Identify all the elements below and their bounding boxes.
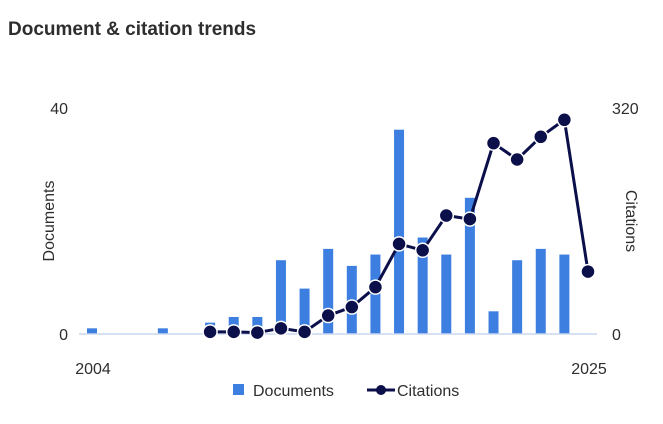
- documents-bar-2020: [464, 197, 475, 334]
- legend-documents-swatch: [233, 384, 244, 395]
- citations-point-2019[interactable]: [438, 207, 455, 224]
- documents-bar-2021: [488, 311, 499, 334]
- documents-bar-2012: [275, 260, 286, 334]
- citations-point-2016[interactable]: [367, 279, 384, 295]
- legend: Documents Citations: [233, 383, 459, 400]
- y-axis-right-label: Citations: [622, 190, 639, 252]
- documents-bar-2018: [417, 237, 428, 334]
- y-axis-right-tick-min: 0: [612, 327, 621, 344]
- citations-point-2010[interactable]: [225, 324, 242, 340]
- citations-point-2020[interactable]: [462, 211, 478, 227]
- documents-bar-2013: [299, 288, 310, 334]
- citations-point-2023[interactable]: [533, 129, 549, 145]
- chart-title: Document & citation trends: [8, 19, 257, 40]
- documents-bar-2019: [441, 254, 452, 334]
- documents-bar-2023: [535, 248, 546, 334]
- citations-point-2022[interactable]: [509, 151, 525, 168]
- citations-point-2017[interactable]: [391, 236, 407, 252]
- documents-bar-2022: [512, 260, 523, 334]
- citations-point-2015[interactable]: [344, 299, 360, 315]
- y-axis-left-tick-max: 40: [50, 101, 68, 118]
- documents-bar-2024: [559, 254, 570, 334]
- documents-bars: [87, 129, 570, 334]
- citations-point-2013[interactable]: [296, 324, 313, 340]
- documents-bar-2004: [87, 328, 97, 334]
- citations-point-2011[interactable]: [249, 324, 266, 341]
- citations-point-2009[interactable]: [202, 324, 218, 340]
- citations-line-series: [202, 112, 596, 341]
- citations-point-2021[interactable]: [485, 135, 502, 151]
- legend-citations-swatch-marker: [376, 385, 386, 395]
- citations-point-2012[interactable]: [273, 320, 289, 337]
- documents-bar-2017: [394, 129, 405, 334]
- citations-point-2018[interactable]: [414, 242, 431, 259]
- x-axis-tick-start: 2004: [75, 361, 111, 378]
- citations-point-2024[interactable]: [556, 112, 573, 128]
- y-axis-right-tick-max: 320: [612, 101, 639, 118]
- legend-documents-label: Documents: [253, 383, 334, 400]
- citations-point-2014[interactable]: [320, 307, 336, 324]
- y-axis-left-label: Documents: [41, 181, 58, 262]
- legend-citations-label: Citations: [397, 383, 459, 400]
- x-axis-tick-end: 2025: [571, 361, 607, 378]
- documents-bar-2007: [157, 328, 168, 334]
- citations-point-2025[interactable]: [580, 263, 596, 280]
- y-axis-left-tick-min: 0: [59, 327, 68, 344]
- documents-bar-2014: [323, 248, 334, 334]
